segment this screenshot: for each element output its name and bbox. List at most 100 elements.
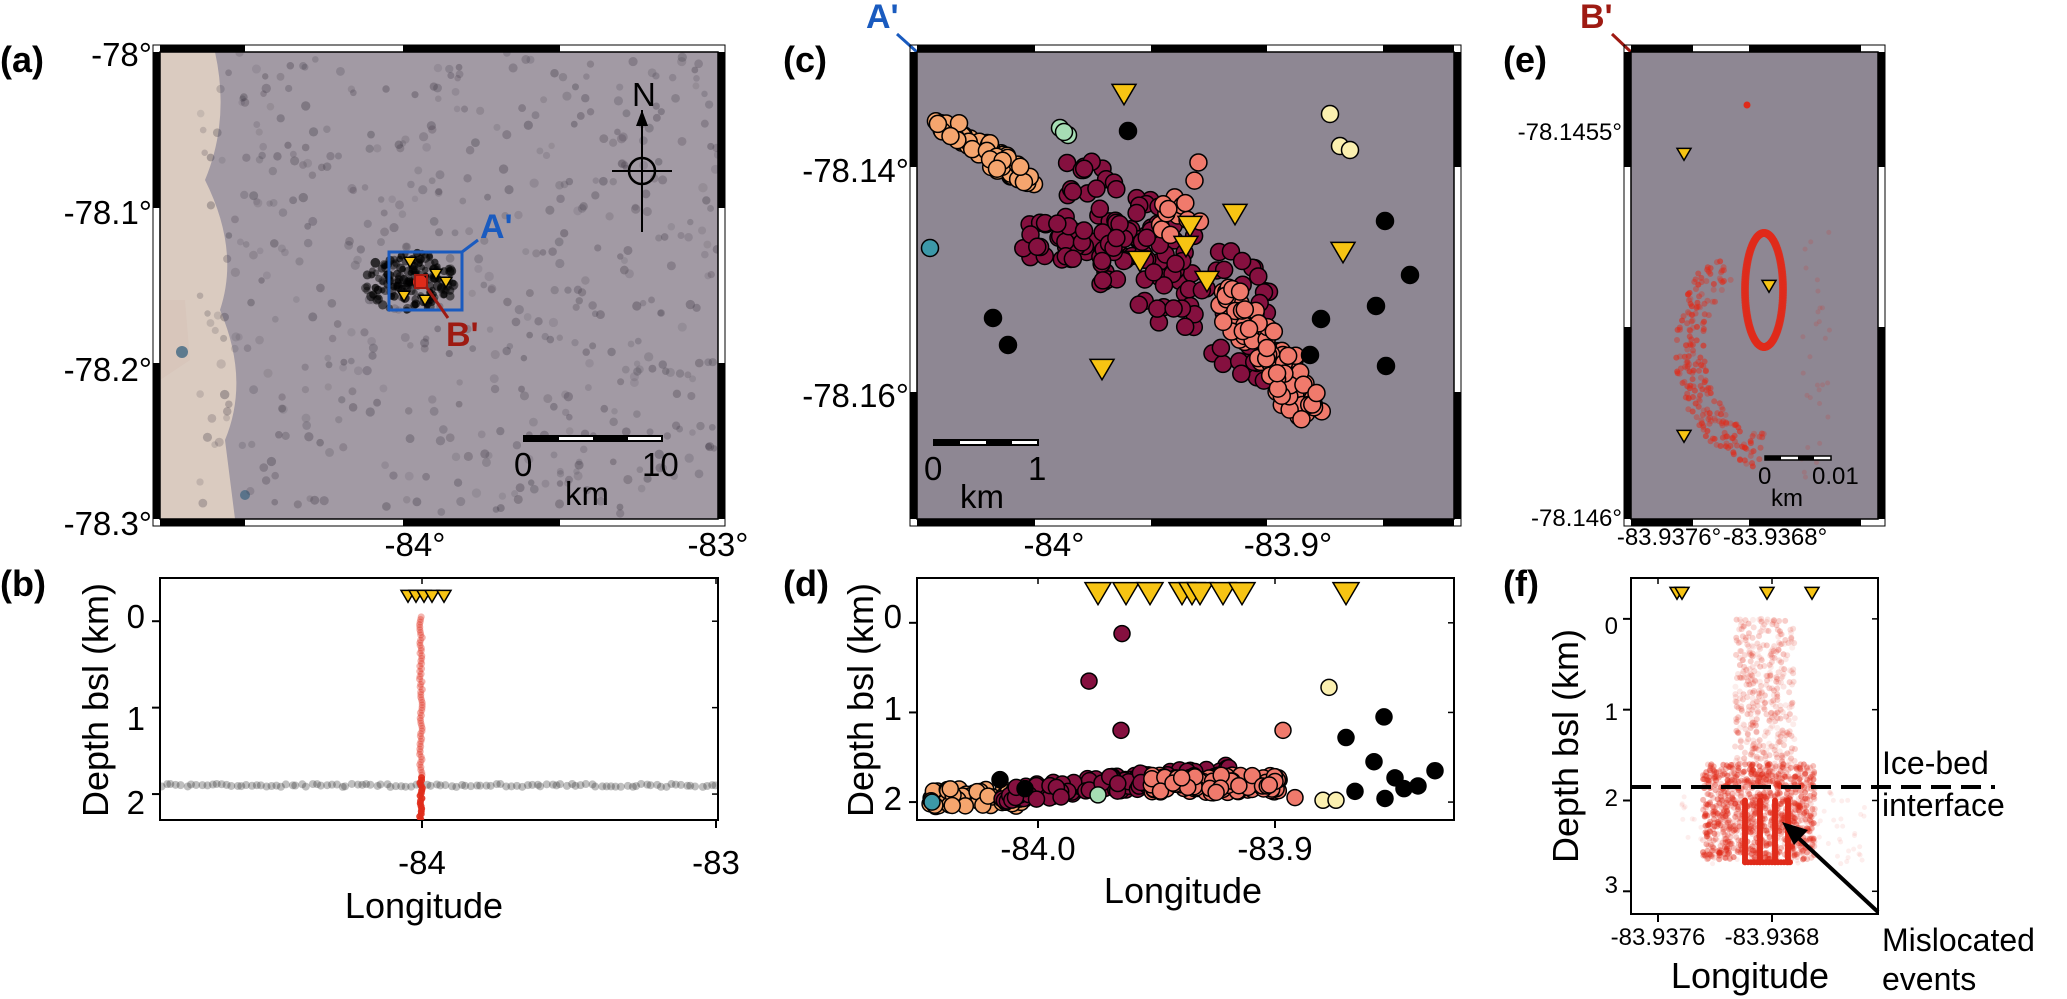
event-dot — [1766, 685, 1773, 692]
event-dot — [1759, 765, 1766, 772]
event-dot — [1790, 625, 1797, 632]
event-dot — [1761, 621, 1768, 628]
event-dot — [1734, 754, 1741, 761]
background-event-dot — [536, 782, 545, 791]
event-dot — [416, 675, 424, 683]
event-dot — [1749, 653, 1756, 660]
panel-a-frame — [152, 44, 726, 527]
event-dot — [1752, 720, 1759, 727]
frame-outline — [152, 44, 726, 527]
background-event-dot — [236, 238, 244, 246]
event-dot — [1787, 775, 1794, 782]
event-dot — [1729, 823, 1735, 829]
event-dot — [1766, 661, 1773, 668]
background-event-dot — [376, 780, 385, 789]
background-event-dot — [426, 781, 435, 790]
background-event-dot — [242, 781, 251, 790]
event-dot — [1713, 441, 1720, 448]
background-event-dot — [333, 320, 342, 328]
event-dot — [1692, 276, 1699, 283]
event-dot — [1837, 836, 1843, 842]
event-dot — [1715, 774, 1722, 781]
cluster-2-event — [1137, 228, 1157, 248]
background-event-dot — [465, 146, 475, 155]
event-dot — [1730, 451, 1737, 458]
unclustered-event — [1400, 265, 1420, 285]
background-event-dot — [333, 780, 342, 789]
event-dot — [1820, 382, 1826, 388]
event-dot — [1736, 823, 1743, 830]
event-dot — [1749, 762, 1756, 769]
event-dot — [1757, 778, 1764, 785]
event-dot — [1765, 628, 1772, 635]
event-dot — [1705, 851, 1712, 858]
event-dot — [1709, 809, 1716, 816]
event-dot — [1739, 657, 1746, 664]
background-event-dot — [474, 264, 483, 273]
event-dot — [1760, 774, 1767, 781]
event-dot — [1723, 846, 1730, 853]
background-event-dot — [219, 389, 230, 400]
background-event-dot — [677, 322, 687, 332]
event-dot — [1808, 825, 1815, 832]
event-dot — [1810, 820, 1817, 827]
event-dot — [1763, 795, 1770, 802]
frame-segment — [1631, 45, 1693, 52]
panel-a-water-patch — [240, 490, 250, 500]
event-dot — [1702, 810, 1709, 817]
background-event-dot — [698, 226, 707, 235]
cluster-1-event — [943, 796, 961, 815]
background-event-dot — [303, 158, 313, 168]
event-dot — [1705, 385, 1712, 392]
event-dot — [1838, 861, 1844, 867]
event-dot — [1808, 835, 1815, 842]
event-dot — [1758, 682, 1765, 689]
event-dot — [417, 647, 425, 655]
background-event-dot — [671, 93, 680, 103]
panel-b-xlabel: Longitude — [345, 885, 503, 926]
event-dot — [1792, 851, 1799, 858]
event-dot — [1707, 390, 1714, 397]
background-event-dot — [251, 64, 261, 74]
event-dot — [1720, 814, 1727, 821]
background-event-dot — [268, 166, 278, 176]
cluster-3-event — [1189, 153, 1208, 172]
background-event-dot — [222, 780, 231, 789]
event-dot — [1796, 849, 1803, 856]
panel-f-label: (f) — [1503, 563, 1539, 604]
background-event-dot — [272, 781, 281, 790]
background-event-dot — [347, 184, 357, 194]
cluster-2-event — [1052, 788, 1070, 806]
event-dot — [1700, 407, 1707, 414]
event-dot — [1731, 438, 1738, 445]
event-dot — [1777, 715, 1784, 722]
frame-segment — [718, 363, 725, 519]
event-dot — [1782, 617, 1789, 624]
background-event-dot — [266, 102, 275, 111]
background-event-dot — [404, 471, 414, 481]
station-marker — [1803, 586, 1821, 601]
event-dot — [1827, 790, 1833, 796]
cluster-event-dot — [377, 264, 386, 273]
event-dot — [1775, 739, 1782, 746]
panel-b: (b) 0 1 2 -84 -83 Longitude Depth bsl (k… — [0, 563, 740, 926]
event-dot — [1756, 791, 1763, 798]
event-dot — [1752, 810, 1759, 817]
event-dot — [1712, 417, 1719, 424]
background-event-dot — [663, 432, 672, 440]
event-dot — [1708, 853, 1715, 860]
event-dot — [1739, 670, 1746, 677]
north-arrow-head — [636, 110, 648, 126]
event-dot — [1687, 300, 1694, 307]
event-dot — [1778, 758, 1785, 765]
background-event-dot — [556, 334, 563, 341]
background-event-dot — [623, 474, 633, 485]
event-dot — [416, 673, 424, 681]
event-dot — [1750, 448, 1757, 455]
cluster-core-dot — [413, 275, 427, 289]
background-event-dot — [700, 119, 709, 128]
background-event-dot — [609, 177, 617, 186]
event-dot — [1780, 730, 1787, 737]
cluster-3-event — [1264, 322, 1284, 341]
event-dot — [1791, 853, 1797, 859]
